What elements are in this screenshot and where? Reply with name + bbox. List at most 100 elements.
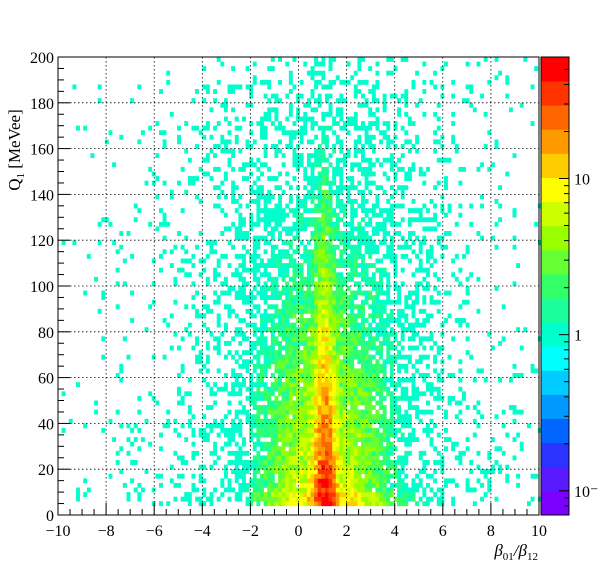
heatmap-bin: [451, 80, 455, 85]
heatmap-bin: [350, 455, 354, 460]
heatmap-bin: [311, 405, 315, 410]
heatmap-bin: [285, 309, 289, 314]
heatmap-bin: [282, 437, 286, 442]
heatmap-bin: [361, 318, 365, 323]
heatmap-bin: [307, 492, 311, 497]
heatmap-bin: [314, 291, 318, 296]
heatmap-bin: [314, 272, 318, 277]
heatmap-bin: [404, 442, 408, 447]
heatmap-bin: [256, 451, 260, 456]
heatmap-bin: [390, 501, 394, 506]
heatmap-bin: [332, 236, 336, 241]
heatmap-bin: [181, 474, 185, 479]
heatmap-bin: [372, 460, 376, 465]
heatmap-bin: [440, 323, 444, 328]
heatmap-bin: [282, 465, 286, 470]
heatmap-bin: [314, 98, 318, 103]
heatmap-bin: [231, 194, 235, 199]
heatmap-bin: [372, 84, 376, 89]
heatmap-bin: [325, 437, 329, 442]
heatmap-bin: [300, 222, 304, 227]
heatmap-bin: [311, 332, 315, 337]
heatmap-bin: [365, 465, 369, 470]
heatmap-bin: [375, 268, 379, 273]
heatmap-bin: [267, 442, 271, 447]
heatmap-bin: [350, 75, 354, 80]
heatmap-bin: [451, 478, 455, 483]
heatmap-bin: [278, 199, 282, 204]
heatmap-bin: [386, 469, 390, 474]
heatmap-bin: [274, 291, 278, 296]
heatmap-bin: [271, 359, 275, 364]
heatmap-bin: [253, 465, 257, 470]
heatmap-bin: [318, 401, 322, 406]
heatmap-bin: [289, 103, 293, 108]
heatmap-bin: [307, 162, 311, 167]
heatmap-bin: [451, 139, 455, 144]
heatmap-bin: [422, 309, 426, 314]
heatmap-bin: [166, 71, 170, 76]
heatmap-bin: [354, 208, 358, 213]
heatmap-bin: [271, 423, 275, 428]
heatmap-bin: [260, 410, 264, 415]
heatmap-bin: [253, 240, 257, 245]
heatmap-bin: [516, 410, 520, 415]
heatmap-bin: [357, 226, 361, 231]
heatmap-bin: [505, 478, 509, 483]
heatmap-bin: [336, 327, 340, 332]
heatmap-bin: [289, 396, 293, 401]
heatmap-bin: [253, 139, 257, 144]
heatmap-bin: [318, 318, 322, 323]
heatmap-bin: [383, 336, 387, 341]
heatmap-bin: [336, 433, 340, 438]
heatmap-bin: [311, 414, 315, 419]
heatmap-bin: [267, 423, 271, 428]
heatmap-bin: [329, 309, 333, 314]
heatmap-bin: [372, 300, 376, 305]
heatmap-bin: [390, 373, 394, 378]
heatmap-bin: [224, 387, 228, 392]
heatmap-bin: [282, 387, 286, 392]
heatmap-bin: [361, 382, 365, 387]
heatmap-bin: [300, 405, 304, 410]
heatmap-bin: [296, 460, 300, 465]
heatmap-bin: [307, 350, 311, 355]
heatmap-bin: [256, 121, 260, 126]
heatmap-bin: [357, 291, 361, 296]
heatmap-bin: [224, 149, 228, 154]
heatmap-bin: [246, 501, 250, 506]
heatmap-bin: [296, 478, 300, 483]
heatmap-bin: [527, 423, 531, 428]
heatmap-bin: [314, 433, 318, 438]
heatmap-bin: [365, 240, 369, 245]
heatmap-bin: [253, 245, 257, 250]
heatmap-bin: [271, 226, 275, 231]
heatmap-bin: [303, 341, 307, 346]
heatmap-bin: [357, 474, 361, 479]
heatmap-bin: [307, 309, 311, 314]
heatmap-bin: [249, 419, 253, 424]
heatmap-bin: [426, 286, 430, 291]
heatmap-bin: [379, 460, 383, 465]
heatmap-bin: [253, 396, 257, 401]
heatmap-bin: [422, 286, 426, 291]
heatmap-bin: [365, 391, 369, 396]
heatmap-bin: [289, 478, 293, 483]
heatmap-bin: [397, 382, 401, 387]
heatmap-bin: [332, 222, 336, 227]
heatmap-bin: [318, 286, 322, 291]
heatmap-bin: [264, 323, 268, 328]
heatmap-bin: [339, 442, 343, 447]
heatmap-bin: [109, 130, 113, 135]
heatmap-bin: [296, 318, 300, 323]
heatmap-bin: [336, 455, 340, 460]
heatmap-bin: [137, 428, 141, 433]
heatmap-bin: [365, 236, 369, 241]
heatmap-bin: [397, 185, 401, 190]
heatmap-bin: [339, 373, 343, 378]
heatmap-bin: [264, 368, 268, 373]
heatmap-bin: [296, 387, 300, 392]
heatmap-bin: [264, 492, 268, 497]
heatmap-bin: [296, 236, 300, 241]
heatmap-bin: [282, 455, 286, 460]
